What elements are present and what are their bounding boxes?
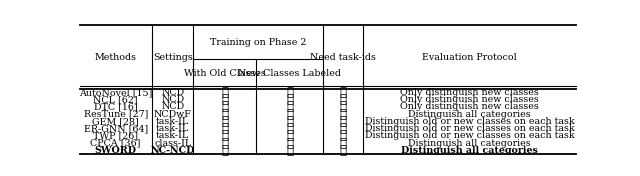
Text: ✗: ✗ bbox=[286, 93, 293, 106]
Text: SWORD: SWORD bbox=[95, 146, 137, 155]
Text: ✓: ✓ bbox=[339, 108, 346, 121]
Text: ✓: ✓ bbox=[339, 122, 346, 135]
Text: ResTune [27]: ResTune [27] bbox=[84, 110, 148, 119]
Text: task-IL: task-IL bbox=[156, 131, 189, 140]
Text: GEM [28]: GEM [28] bbox=[92, 117, 139, 126]
Text: task-IL: task-IL bbox=[156, 117, 189, 126]
Text: ✓: ✓ bbox=[221, 93, 228, 106]
Text: ✓: ✓ bbox=[286, 115, 293, 128]
Text: ✗: ✗ bbox=[286, 108, 293, 121]
Text: ✓: ✓ bbox=[221, 137, 228, 150]
Text: NC-NCD: NC-NCD bbox=[150, 146, 195, 155]
Text: ✓: ✓ bbox=[286, 129, 293, 142]
Text: Distinguish old or new classes on each task: Distinguish old or new classes on each t… bbox=[365, 131, 574, 140]
Text: ✓: ✓ bbox=[286, 137, 293, 150]
Text: class-IL: class-IL bbox=[154, 139, 191, 148]
Text: Training on Phase 2: Training on Phase 2 bbox=[210, 38, 307, 47]
Text: ER-GNN [64]: ER-GNN [64] bbox=[84, 124, 148, 133]
Text: ✗: ✗ bbox=[286, 144, 293, 157]
Text: ✗: ✗ bbox=[339, 93, 346, 106]
Text: ✗: ✗ bbox=[286, 86, 293, 99]
Text: ✗: ✗ bbox=[221, 108, 228, 121]
Text: ✓: ✓ bbox=[221, 115, 228, 128]
Text: ✓: ✓ bbox=[286, 122, 293, 135]
Text: Distinguish old or new classes on each task: Distinguish old or new classes on each t… bbox=[365, 124, 574, 133]
Text: New Classes Labeled: New Classes Labeled bbox=[238, 70, 341, 78]
Text: ✗: ✗ bbox=[221, 144, 228, 157]
Text: ✗: ✗ bbox=[339, 144, 346, 157]
Text: task-IL: task-IL bbox=[156, 124, 189, 133]
Text: Need task-ids: Need task-ids bbox=[310, 52, 376, 62]
Text: TWP [26]: TWP [26] bbox=[93, 131, 138, 140]
Text: NCD: NCD bbox=[161, 95, 184, 104]
Text: Distinguish old or new classes on each task: Distinguish old or new classes on each t… bbox=[365, 117, 574, 126]
Text: With Old Classes: With Old Classes bbox=[184, 70, 266, 78]
Text: Evaluation Protocol: Evaluation Protocol bbox=[422, 52, 516, 62]
Text: ✗: ✗ bbox=[339, 137, 346, 150]
Text: NCD: NCD bbox=[161, 88, 184, 97]
Text: ✗: ✗ bbox=[286, 100, 293, 114]
Text: ✓: ✓ bbox=[221, 129, 228, 142]
Text: CPCA [36]: CPCA [36] bbox=[90, 139, 141, 148]
Text: Distinguish all categories: Distinguish all categories bbox=[408, 110, 531, 119]
Text: AutoNovel [15]: AutoNovel [15] bbox=[79, 88, 152, 97]
Text: ✗: ✗ bbox=[339, 86, 346, 99]
Text: Distinguish all categories: Distinguish all categories bbox=[401, 146, 538, 155]
Text: ✗: ✗ bbox=[339, 100, 346, 114]
Text: ✓: ✓ bbox=[221, 86, 228, 99]
Text: DTC [16]: DTC [16] bbox=[94, 102, 138, 111]
Text: ✓: ✓ bbox=[221, 100, 228, 114]
Text: Only distinguish new classes: Only distinguish new classes bbox=[400, 95, 539, 104]
Text: NCDwF: NCDwF bbox=[154, 110, 192, 119]
Text: Settings: Settings bbox=[153, 52, 193, 62]
Text: ✓: ✓ bbox=[339, 129, 346, 142]
Text: ✓: ✓ bbox=[221, 122, 228, 135]
Text: ✓: ✓ bbox=[339, 115, 346, 128]
Text: NCL [62]: NCL [62] bbox=[93, 95, 138, 104]
Text: Only distinguish new classes: Only distinguish new classes bbox=[400, 102, 539, 111]
Text: NCD: NCD bbox=[161, 102, 184, 111]
Text: Only distinguish new classes: Only distinguish new classes bbox=[400, 88, 539, 97]
Text: Distinguish all categories: Distinguish all categories bbox=[408, 139, 531, 148]
Text: Methods: Methods bbox=[95, 52, 137, 62]
